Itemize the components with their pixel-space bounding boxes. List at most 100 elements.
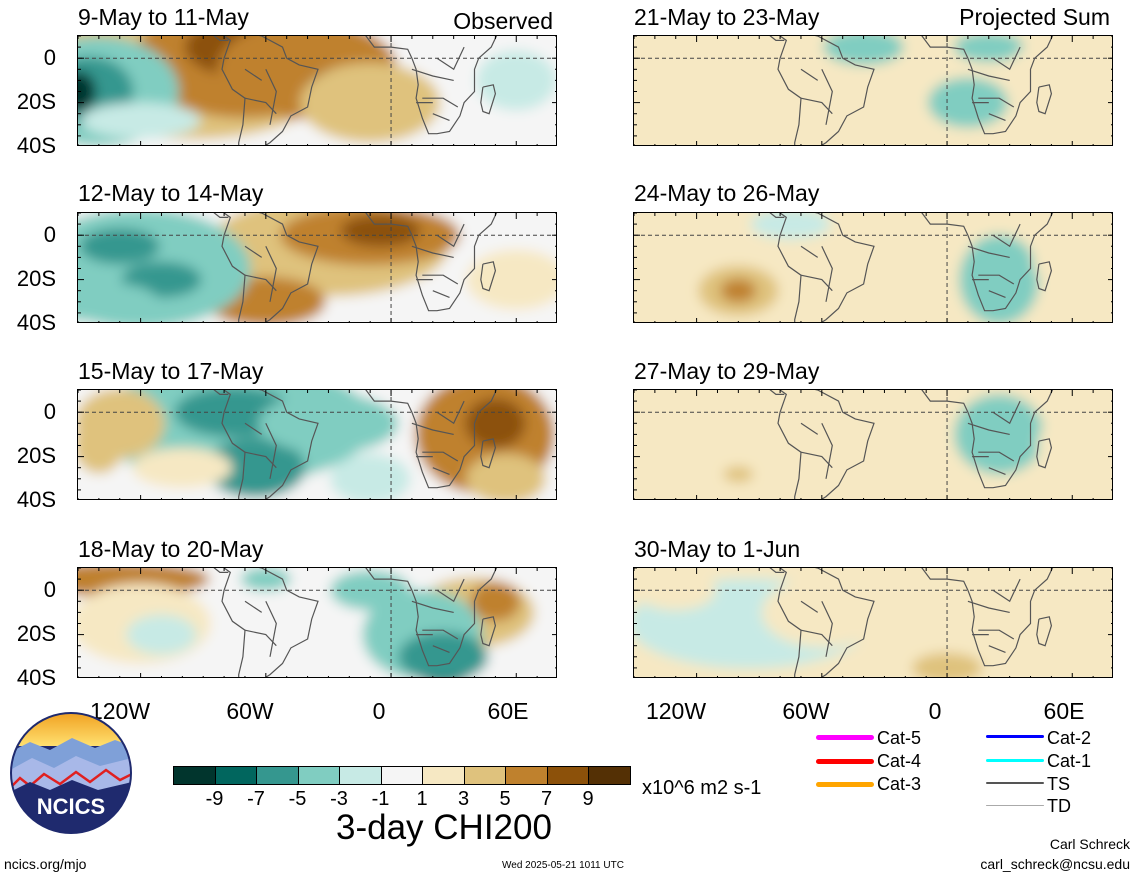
coastline — [244, 245, 263, 258]
lon-label-120w: 120W — [645, 698, 707, 724]
colorbar-swatch — [380, 766, 423, 785]
coastline — [821, 423, 833, 479]
coastline — [411, 245, 454, 258]
coastline — [777, 390, 875, 499]
legend-label-cat2: Cat-2 — [1047, 728, 1092, 748]
lat-label-0: 0 — [43, 399, 56, 424]
anomaly-contour — [78, 281, 159, 322]
map-field — [78, 568, 556, 677]
map-field — [634, 390, 1112, 499]
anomaly-contour — [953, 36, 1024, 63]
lat-label-40s: 40S — [16, 665, 56, 690]
coastline — [213, 36, 229, 41]
legend-swatch-cat2 — [986, 735, 1044, 738]
footer-date: Wed 2025-05-21 1011 UTC — [502, 860, 624, 871]
coastline — [213, 568, 229, 573]
coastline — [800, 600, 819, 613]
coastline — [221, 390, 319, 499]
legend-swatch-cat5 — [816, 735, 874, 740]
coastline — [480, 616, 497, 647]
colorbar-tick-label: 5 — [499, 788, 511, 810]
coastline — [978, 451, 1015, 462]
lat-label-20s: 20S — [16, 266, 56, 291]
anomaly-contour — [657, 51, 778, 132]
colorbar-swatch — [422, 766, 465, 785]
legend-label-cat3: Cat-3 — [877, 774, 922, 794]
legend-label-cat1: Cat-1 — [1047, 751, 1092, 771]
coastline — [422, 97, 459, 108]
panel-title-2: 12-May to 14-May — [78, 180, 264, 206]
chart-title: 3-day CHI200 — [336, 808, 552, 847]
panel-title-6: 24-May to 26-May — [634, 180, 820, 206]
legend-label-td: TD — [1047, 796, 1071, 816]
anomaly-contour — [635, 570, 716, 611]
coastline — [221, 568, 319, 677]
panel-title-1: 9-May to 11-May — [78, 4, 249, 30]
lat-label-0: 0 — [43, 222, 56, 247]
legend-label-ts: TS — [1047, 774, 1071, 794]
panel-title-3: 15-May to 17-May — [78, 358, 264, 384]
coastline — [436, 400, 465, 425]
coastline — [821, 601, 833, 657]
anomaly-contour — [78, 71, 96, 112]
colorbar-tick-label: 7 — [540, 788, 553, 810]
coastline — [436, 46, 465, 71]
coastline — [921, 390, 1054, 489]
coastline — [265, 601, 277, 657]
colorbar-units: x10^6 m2 s-1 — [642, 777, 762, 799]
coastline — [1036, 616, 1053, 647]
coastline — [365, 213, 498, 312]
coastline — [432, 467, 450, 475]
lon-label-60w: 60W — [782, 698, 830, 724]
map-panel — [77, 212, 557, 323]
anomaly-contour — [845, 571, 966, 632]
anomaly-contour — [927, 77, 1008, 128]
coastline — [978, 97, 1015, 108]
anomaly-contour — [912, 652, 983, 677]
anomaly-contour — [1001, 40, 1112, 121]
colorbar-tick-label: -3 — [330, 788, 348, 810]
coastline — [992, 400, 1021, 425]
coastline — [921, 568, 1054, 667]
anomaly-contour — [720, 278, 757, 303]
coastline — [365, 390, 498, 489]
coastline — [978, 274, 1015, 285]
ncics-logo: NCICS — [10, 712, 132, 834]
coastline — [769, 568, 785, 573]
coastline — [244, 68, 263, 81]
coastline — [422, 274, 459, 285]
legend-swatch-cat4 — [816, 759, 874, 764]
coastline — [265, 246, 277, 302]
coastline — [821, 69, 833, 125]
anomaly-contour — [78, 417, 124, 474]
map-panel — [633, 567, 1113, 678]
coastline — [769, 213, 785, 218]
map-field — [634, 36, 1112, 145]
coastline — [422, 451, 459, 462]
coastline — [967, 600, 1010, 613]
lon-label-120w: 120W — [89, 698, 151, 724]
anomaly-contour — [476, 50, 556, 111]
panel-title-4: 18-May to 20-May — [78, 536, 264, 562]
anomaly-contour — [466, 249, 556, 310]
colorbar-swatch — [256, 766, 299, 785]
coastline — [988, 467, 1006, 475]
legend-swatch-cat1 — [986, 759, 1044, 762]
coastline — [967, 245, 1010, 258]
anomaly-contour — [773, 223, 954, 314]
coastline — [221, 213, 319, 322]
map-field — [634, 568, 1112, 677]
map-field — [78, 36, 556, 145]
coastline — [480, 438, 497, 469]
map-panel — [633, 389, 1113, 500]
coastline — [988, 290, 1006, 298]
coastline — [769, 390, 785, 395]
colorbar-swatch — [297, 766, 340, 785]
anomaly-contour — [330, 570, 411, 611]
coastline — [1036, 84, 1053, 115]
colorbar-swatch — [339, 766, 382, 785]
coastline — [992, 578, 1021, 603]
colorbar-swatch — [463, 766, 506, 785]
lat-label-40s: 40S — [16, 133, 56, 158]
coastline — [422, 629, 459, 640]
